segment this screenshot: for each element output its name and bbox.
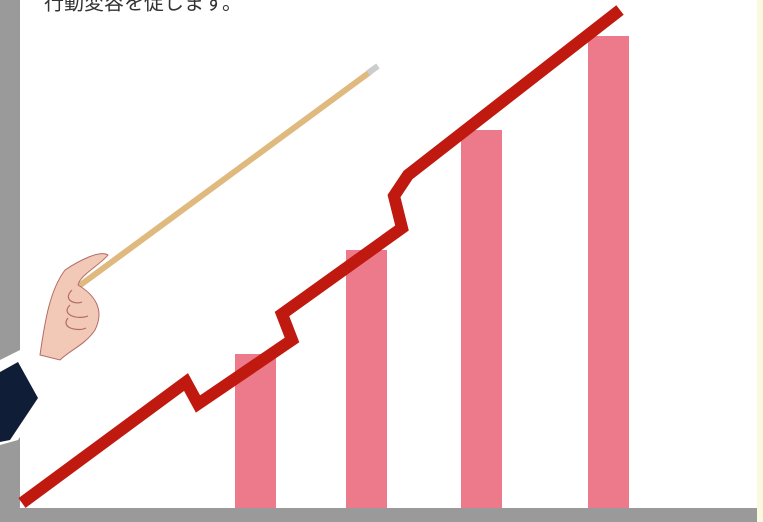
bar: [588, 36, 629, 508]
pointer-tip: [366, 63, 380, 76]
caption: 行動変容を促します。: [44, 0, 242, 15]
pointer: [57, 69, 373, 303]
hand: [39, 253, 109, 361]
bar: [461, 130, 502, 508]
bar: [346, 250, 387, 508]
board-frame-bottom: [20, 508, 757, 522]
board: [20, 0, 757, 508]
trend-line: [18, 5, 624, 508]
sleeve: [0, 362, 38, 442]
fingers: [65, 289, 89, 331]
